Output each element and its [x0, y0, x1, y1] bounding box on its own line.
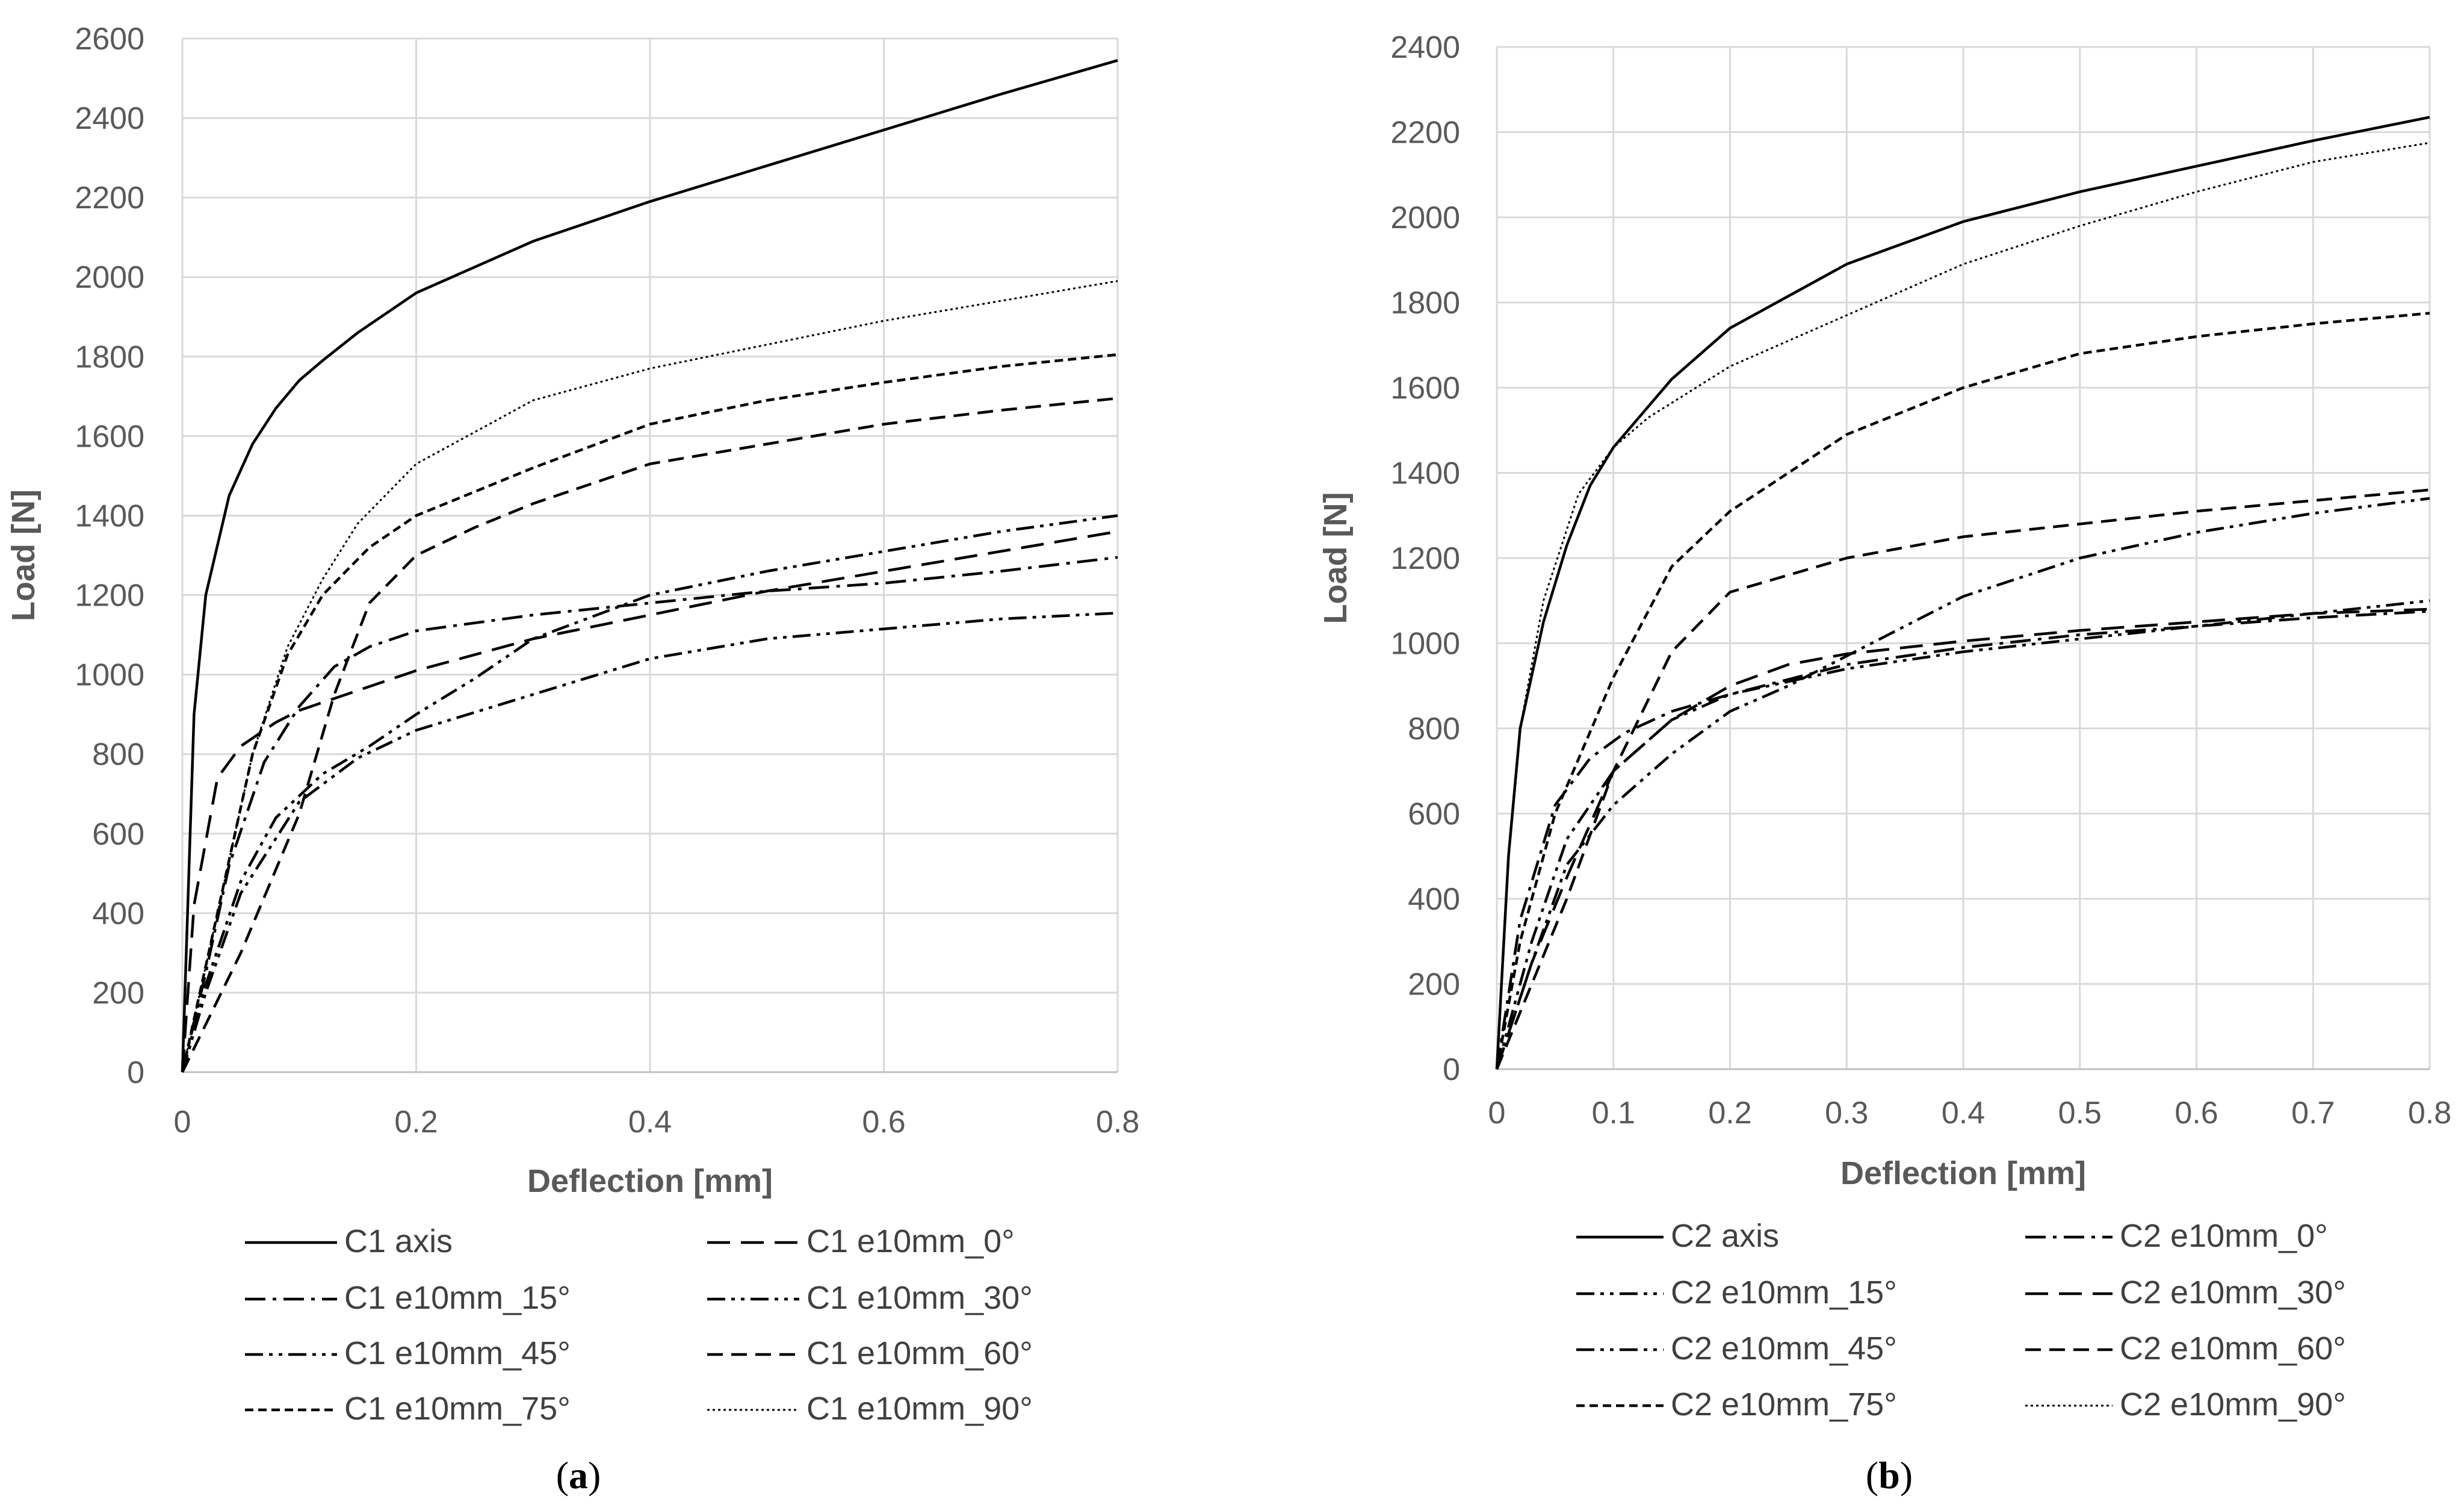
series-line-7: [1495, 311, 2430, 1070]
legend-label: C2 axis: [1671, 1218, 1779, 1254]
x-axis-title: Deflection [mm]: [1840, 1155, 2086, 1191]
series-line-8: [1496, 141, 2430, 1070]
x-tick-label: 0.2: [394, 1105, 438, 1140]
panel-label: (a): [556, 1454, 601, 1497]
y-tick-label: 2400: [1390, 30, 1460, 65]
y-tick-label: 0: [127, 1055, 144, 1090]
x-tick-label: 0: [1488, 1096, 1506, 1131]
y-tick-label: 1800: [1390, 286, 1460, 321]
y-tick-label: 800: [1408, 712, 1460, 746]
legend-label: C2 e10mm_15°: [1671, 1274, 1897, 1311]
y-tick-label: 1200: [1390, 541, 1460, 576]
y-tick-label: 400: [92, 896, 144, 931]
y-tick-label: 2600: [75, 22, 144, 57]
series-line-8: [181, 280, 1118, 1073]
legend-label: C1 axis: [344, 1223, 453, 1259]
legend-item: C2 e10mm_75°: [1576, 1386, 1897, 1423]
legend-item: C2 e10mm_90°: [2025, 1386, 2346, 1423]
y-tick-label: 1200: [75, 579, 144, 613]
y-tick-label: 800: [92, 737, 144, 772]
y-axis-title: Load [N]: [1317, 492, 1354, 624]
legend-label: C1 e10mm_0°: [806, 1223, 1015, 1259]
x-tick-label: 0: [174, 1105, 191, 1140]
legend-item: C1 e10mm_45°: [245, 1335, 571, 1371]
legend-label: C1 e10mm_45°: [344, 1335, 571, 1371]
y-tick-label: 1600: [1390, 371, 1460, 406]
legend-label: C1 e10mm_90°: [806, 1391, 1033, 1427]
x-tick-label: 0.6: [862, 1105, 905, 1140]
y-tick-label: 0: [1443, 1052, 1460, 1087]
legend-item: C1 e10mm_30°: [707, 1280, 1033, 1316]
x-tick-label: 0.4: [628, 1105, 672, 1140]
y-tick-label: 600: [1408, 797, 1460, 832]
y-tick-label: 2400: [75, 101, 144, 136]
x-tick-label: 0.4: [1942, 1096, 1985, 1131]
x-axis-title: Deflection [mm]: [527, 1163, 773, 1199]
y-tick-label: 2000: [1390, 200, 1460, 235]
legend-item: C1 e10mm_60°: [707, 1335, 1033, 1371]
y-tick-label: 1800: [75, 340, 144, 374]
x-tick-label: 0.1: [1592, 1096, 1635, 1131]
y-tick-label: 2200: [75, 181, 144, 216]
legend-item: C2 e10mm_0°: [2025, 1218, 2328, 1254]
x-tick-label: 0.5: [2058, 1096, 2102, 1131]
y-tick-label: 1000: [75, 658, 144, 693]
legend-label: C1 e10mm_30°: [806, 1280, 1033, 1316]
series-line-6: [1495, 488, 2430, 1070]
chart-panel-a: 0 200 400 600 800 1000 1200 1400 1600 1800 2000 220…: [5, 22, 1139, 1497]
legend-item: C1 axis: [245, 1223, 453, 1259]
panel-label: (b): [1866, 1454, 1913, 1497]
legend-label: C2 e10mm_75°: [1671, 1386, 1897, 1423]
x-tick-label: 0.8: [2408, 1096, 2451, 1131]
y-tick-label: 2000: [75, 260, 144, 295]
series-line-5: [1495, 497, 2430, 1070]
series-line-1: [181, 59, 1118, 1073]
legend-label: C1 e10mm_15°: [344, 1280, 571, 1316]
legend-item: C2 e10mm_45°: [1576, 1330, 1897, 1367]
legend-label: C2 e10mm_45°: [1671, 1330, 1897, 1367]
y-axis-title: Load [N]: [5, 489, 42, 621]
y-tick-label: 1600: [75, 419, 144, 454]
legend-label: C2 e10mm_0°: [2120, 1218, 2328, 1254]
legend: C2 axis C2 e10mm_0° C2 e10mm_15° C2 e10mm_3…: [1576, 1218, 2346, 1423]
y-tick-label: 200: [92, 976, 144, 1011]
legend: C1 axis C1 e10mm_0° C1 e10mm_15° C1 e10mm_3…: [245, 1223, 1033, 1427]
legend-item: C2 e10mm_15°: [1576, 1274, 1897, 1311]
series-line-3: [1495, 599, 2430, 1070]
legend-item: C1 e10mm_0°: [707, 1223, 1015, 1259]
y-tick-label: 2200: [1390, 116, 1460, 150]
x-tick-label: 0.3: [1825, 1096, 1868, 1131]
x-tick-label: 0.2: [1708, 1096, 1751, 1131]
series-line-6: [181, 397, 1118, 1073]
legend-item: C1 e10mm_75°: [245, 1391, 571, 1427]
y-tick-label: 200: [1408, 967, 1460, 1002]
x-tick-label: 0.8: [1096, 1105, 1139, 1140]
series-line-2: [1495, 610, 2430, 1070]
series-line-1: [1495, 116, 2430, 1070]
x-tick-label: 0.6: [2175, 1096, 2218, 1131]
y-tick-label: 1000: [1390, 627, 1460, 662]
legend-label: C1 e10mm_60°: [806, 1335, 1033, 1371]
x-tick-label: 0.7: [2291, 1096, 2335, 1131]
legend-item: C2 axis: [1576, 1218, 1779, 1254]
legend-label: C2 e10mm_90°: [2120, 1386, 2346, 1423]
legend-item: C2 e10mm_60°: [2025, 1330, 2346, 1367]
legend-label: C2 e10mm_30°: [2120, 1274, 2346, 1311]
y-tick-label: 1400: [75, 498, 144, 533]
series-line-2: [181, 530, 1118, 1073]
series-line-4: [1495, 607, 2430, 1070]
legend-item: C1 e10mm_90°: [707, 1391, 1033, 1427]
legend-item: C1 e10mm_15°: [245, 1280, 571, 1316]
y-tick-label: 400: [1408, 882, 1460, 917]
legend-label: C1 e10mm_75°: [344, 1391, 571, 1427]
series-line-5: [181, 514, 1118, 1073]
chart-panel-b: 0 200 400 600 800 1000 1200 1400 1600 1800 2000 220…: [1317, 30, 2451, 1497]
y-tick-label: 1400: [1390, 456, 1460, 491]
legend-label: C2 e10mm_60°: [2120, 1330, 2346, 1367]
series-line-4: [181, 612, 1118, 1073]
legend-item: C2 e10mm_30°: [2025, 1274, 2346, 1311]
series-line-3: [181, 556, 1118, 1073]
y-tick-label: 600: [92, 817, 144, 852]
